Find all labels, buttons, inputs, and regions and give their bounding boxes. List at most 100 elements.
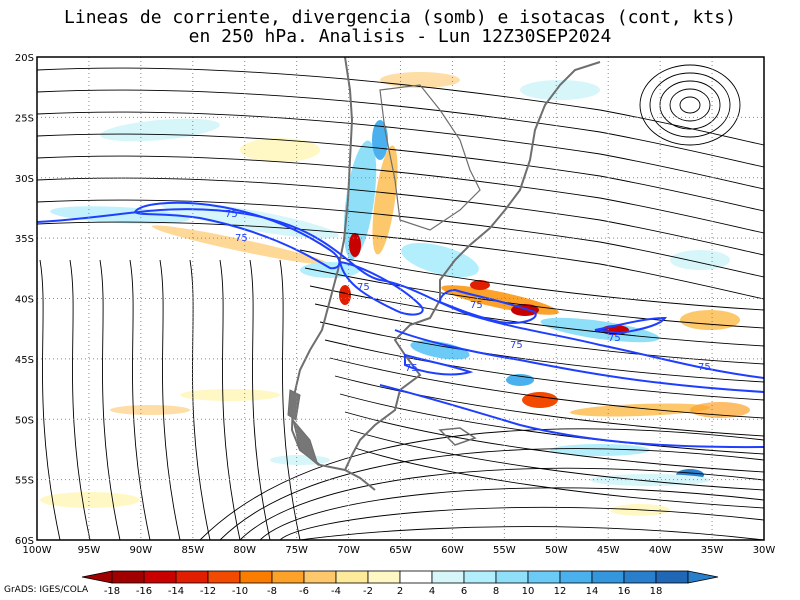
- longitude-label: 55W: [493, 545, 516, 556]
- isotach-label: 75: [357, 282, 370, 293]
- colorbar-swatch: [111, 570, 145, 584]
- longitude-label: 40W: [649, 545, 672, 556]
- colorbar-swatch: [559, 570, 593, 584]
- colorbar-tick-label: 10: [522, 586, 535, 597]
- colorbar-tick-label: -10: [232, 586, 248, 597]
- streamline: [189, 259, 211, 540]
- streamline: [279, 506, 764, 540]
- streamline: [299, 249, 764, 311]
- colorbar-swatch: [623, 570, 657, 584]
- longitude-label: 80W: [233, 545, 256, 556]
- colorbar-tick-label: -12: [200, 586, 216, 597]
- colorbar-tick-label: -6: [299, 586, 309, 597]
- longitude-label: 60W: [441, 545, 464, 556]
- colorbar-swatch: [335, 570, 369, 584]
- streamline: [304, 267, 764, 329]
- isotach-label: 75: [510, 340, 523, 351]
- colorbar-tick-label: 12: [554, 586, 567, 597]
- colorbar-swatch: [303, 570, 337, 584]
- streamline: [639, 64, 741, 146]
- colorbar-tick-label: 2: [397, 586, 403, 597]
- streamline: [37, 221, 764, 300]
- lat-lon-grid: [37, 57, 764, 540]
- isotach-label: 75: [698, 362, 711, 373]
- streamline: [299, 526, 764, 540]
- streamline: [349, 429, 764, 491]
- colorbar-tick-label: -2: [363, 586, 373, 597]
- longitude-label: 75W: [285, 545, 308, 556]
- colorbar-tick-label: -16: [136, 586, 152, 597]
- isotach-contours: [37, 201, 764, 449]
- streamline: [334, 375, 764, 437]
- longitude-label: 85W: [181, 545, 204, 556]
- streamline: [329, 357, 764, 419]
- latitude-label: 30S: [15, 174, 34, 185]
- longitude-label: 95W: [78, 545, 101, 556]
- longitude-label: 30W: [753, 545, 776, 556]
- isotach-label: 75: [225, 209, 238, 220]
- streamline: [249, 259, 271, 540]
- streamline: [99, 259, 121, 540]
- streamline: [37, 133, 764, 212]
- streamline: [319, 321, 764, 383]
- colorbar-swatch: [367, 570, 401, 584]
- longitude-label: 65W: [389, 545, 412, 556]
- longitude-labels: 100W 95W 90W 85W 80W 75W 70W 65W 60W 55W 50W 45W 40W…: [23, 545, 776, 556]
- longitude-label: 90W: [130, 545, 153, 556]
- latitude-label: 35S: [15, 234, 34, 245]
- colorbar-swatch: [655, 570, 689, 584]
- latitude-label: 45S: [15, 355, 34, 366]
- latitude-label: 55S: [15, 476, 34, 487]
- colorbar-left-arrow: [81, 570, 113, 584]
- colorbar-tick-label: 6: [461, 586, 467, 597]
- divergence-shading: [40, 72, 750, 516]
- streamline: [339, 393, 764, 455]
- colorbar-tick-label: 16: [618, 586, 631, 597]
- colorbar-swatch: [207, 570, 241, 584]
- streamline: [219, 448, 764, 540]
- streamline: [324, 339, 764, 401]
- colorbar-swatch: [175, 570, 209, 584]
- streamline: [199, 428, 764, 540]
- colorbar-swatch: [271, 570, 305, 584]
- colorbar-swatch: [431, 570, 465, 584]
- colorbar-tick-label: -14: [168, 586, 184, 597]
- colorbar-swatch: [591, 570, 625, 584]
- longitude-label: 70W: [337, 545, 360, 556]
- latitude-label: 60S: [15, 536, 34, 547]
- longitude-label: 50W: [545, 545, 568, 556]
- streamline: [37, 67, 764, 146]
- map-title-line-2: en 250 hPa. Analisis - Lun 12Z30SEP2024: [188, 26, 612, 47]
- longitude-label: 100W: [23, 545, 52, 556]
- streamline: [659, 80, 721, 130]
- streamlines: [37, 64, 764, 540]
- streamline: [649, 72, 731, 138]
- streamline: [239, 467, 764, 540]
- latitude-label: 20S: [15, 53, 34, 64]
- coastlines: [287, 57, 601, 491]
- streamline: [37, 89, 764, 168]
- isotach-label: 75: [608, 333, 621, 344]
- streamline: [669, 88, 711, 122]
- colorbar-tick-label: -8: [267, 586, 277, 597]
- streamline: [69, 259, 91, 540]
- colorbar-tick-label: 14: [586, 586, 599, 597]
- grads-credit: GrADS: IGES/COLA: [4, 585, 89, 595]
- streamline: [259, 487, 764, 540]
- streamline: [354, 447, 764, 509]
- streamline: [37, 111, 764, 190]
- colorbar-swatch: [143, 570, 177, 584]
- streamline: [679, 96, 701, 114]
- colorbar-tick-label: -18: [104, 586, 120, 597]
- streamline: [159, 259, 181, 540]
- colorbar-swatch: [239, 570, 273, 584]
- streamline: [309, 285, 764, 347]
- streamline: [219, 259, 241, 540]
- colorbar-tick-label: -4: [331, 586, 341, 597]
- streamline: [37, 155, 764, 234]
- map-frame: [36, 56, 765, 541]
- colorbar-swatch: [399, 570, 433, 584]
- latitude-label: 40S: [15, 295, 34, 306]
- streamline: [37, 177, 764, 256]
